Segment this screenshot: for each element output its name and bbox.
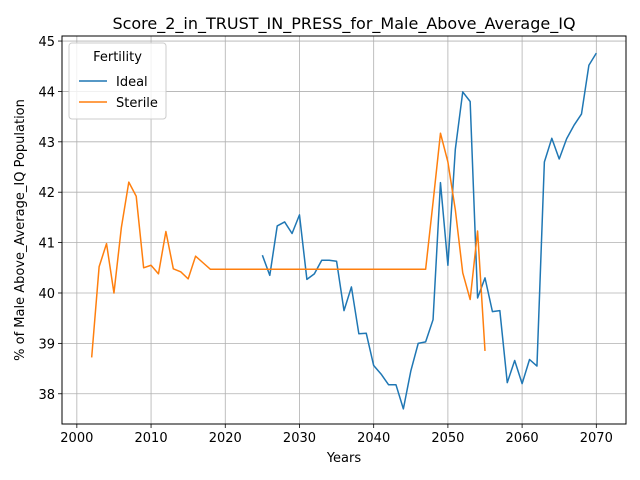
y-tick-label: 42 — [38, 186, 55, 201]
y-tick-label: 41 — [38, 237, 55, 252]
chart-title: Score_2_in_TRUST_IN_PRESS_for_Male_Above… — [112, 14, 575, 34]
x-tick-label: 2070 — [580, 431, 613, 446]
legend-label-sterile: Sterile — [116, 96, 158, 111]
y-tick-label: 43 — [38, 136, 55, 151]
x-tick-label: 2060 — [506, 431, 539, 446]
x-tick-label: 2010 — [135, 431, 168, 446]
x-tick-label: 2000 — [60, 431, 93, 446]
y-tick-label: 44 — [38, 85, 55, 100]
y-axis-label: % of Male Above_Average_IQ Population — [13, 99, 28, 361]
legend-label-ideal: Ideal — [116, 75, 148, 90]
y-tick-label: 45 — [38, 35, 55, 50]
x-tick-label: 2040 — [357, 431, 390, 446]
x-tick-label: 2050 — [431, 431, 464, 446]
legend-title: Fertility — [93, 50, 142, 65]
legend: Fertility Ideal Sterile — [69, 43, 166, 119]
y-tick-label: 39 — [38, 337, 55, 352]
x-axis-label: Years — [326, 451, 362, 466]
x-tick-label: 2030 — [283, 431, 316, 446]
x-tick-label: 2020 — [209, 431, 242, 446]
y-tick-label: 38 — [38, 388, 55, 403]
y-tick-label: 40 — [38, 287, 55, 302]
